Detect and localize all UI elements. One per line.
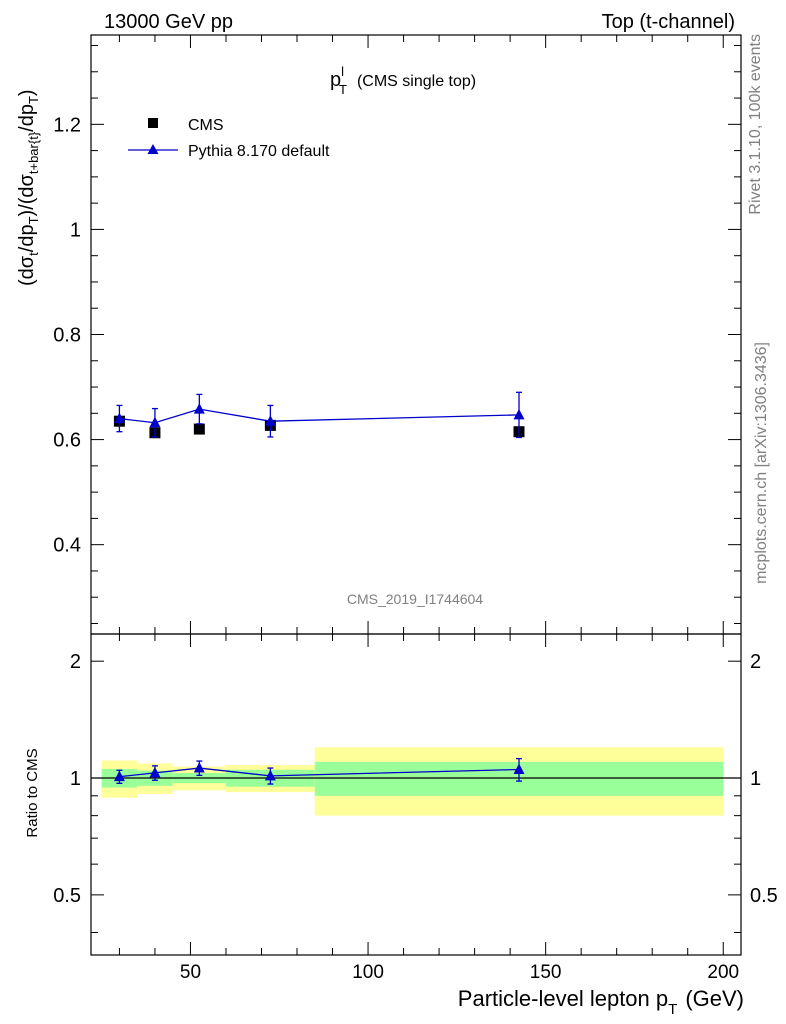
plot-title: pl T (CMS single top)	[330, 64, 476, 97]
y-tick-label: 1.2	[53, 114, 81, 136]
ratio-band-group	[101, 747, 724, 816]
ratio-frame	[90, 633, 742, 956]
pythia-data-point	[193, 403, 205, 414]
y-axis-label: (dσt/dpT)/(dσt+bar{t}/dpT)	[16, 89, 41, 286]
ratio-y-tick-label: 0.5	[53, 885, 81, 907]
ratio-data-point	[513, 763, 525, 774]
y-tick-label: 0.6	[53, 430, 81, 452]
rivet-version-note: Rivet 3.1.10, 100k events	[747, 34, 764, 215]
ratio-data-point	[149, 766, 161, 778]
ratio-data-point	[264, 769, 276, 781]
ratio-y-tick-label-right: 0.5	[750, 885, 778, 907]
ratio-y-tick-label-right: 2	[750, 651, 761, 673]
ratio-data-point	[113, 770, 125, 782]
ratio-y-tick-label: 2	[70, 651, 81, 673]
pythia-data-point	[513, 408, 525, 420]
legend-label-pythia: Pythia 8.170 default	[188, 143, 330, 160]
y-tick-label: 0.8	[53, 325, 81, 347]
legend-label-cms: CMS	[188, 117, 224, 134]
x-axis-label: Particle-level lepton pT (GeV)	[458, 986, 744, 1018]
pythia-data-point	[264, 415, 276, 426]
x-tick-label: 50	[180, 962, 201, 983]
mcplots-note: mcplots.cern.ch [arXiv:1306.3436]	[753, 342, 770, 584]
pythia-line	[119, 408, 520, 424]
collision-energy-label: 13000 GeV pp	[104, 11, 233, 33]
legend-marker-cms	[148, 118, 158, 128]
pythia-data-point	[149, 416, 161, 428]
x-tick-label: 200	[707, 962, 739, 983]
ratio-y-tick-label-right: 1	[750, 768, 761, 790]
cms-data-point	[193, 423, 205, 435]
y-tick-label: 0.4	[53, 535, 81, 557]
pythia-data-point	[113, 412, 125, 424]
y-tick-label: 1	[70, 219, 81, 241]
ratio-axes-group: 50 100 150 200 0.5 0.5 1 1 2 2	[53, 35, 778, 983]
ratio-series-group	[91, 757, 741, 785]
ratio-y-axis-label: Ratio to CMS	[24, 748, 41, 837]
process-label: Top (t-channel)	[602, 11, 735, 33]
main-series-group	[113, 391, 525, 439]
legend: CMS Pythia 8.170 default	[128, 117, 330, 160]
legend-marker-pythia	[147, 144, 159, 154]
x-tick-label: 150	[530, 962, 562, 983]
analysis-id-label: CMS_2019_I1744604	[347, 591, 483, 607]
x-tick-label: 100	[352, 962, 384, 983]
ratio-data-point	[193, 762, 205, 773]
ratio-y-tick-label: 1	[70, 768, 81, 790]
